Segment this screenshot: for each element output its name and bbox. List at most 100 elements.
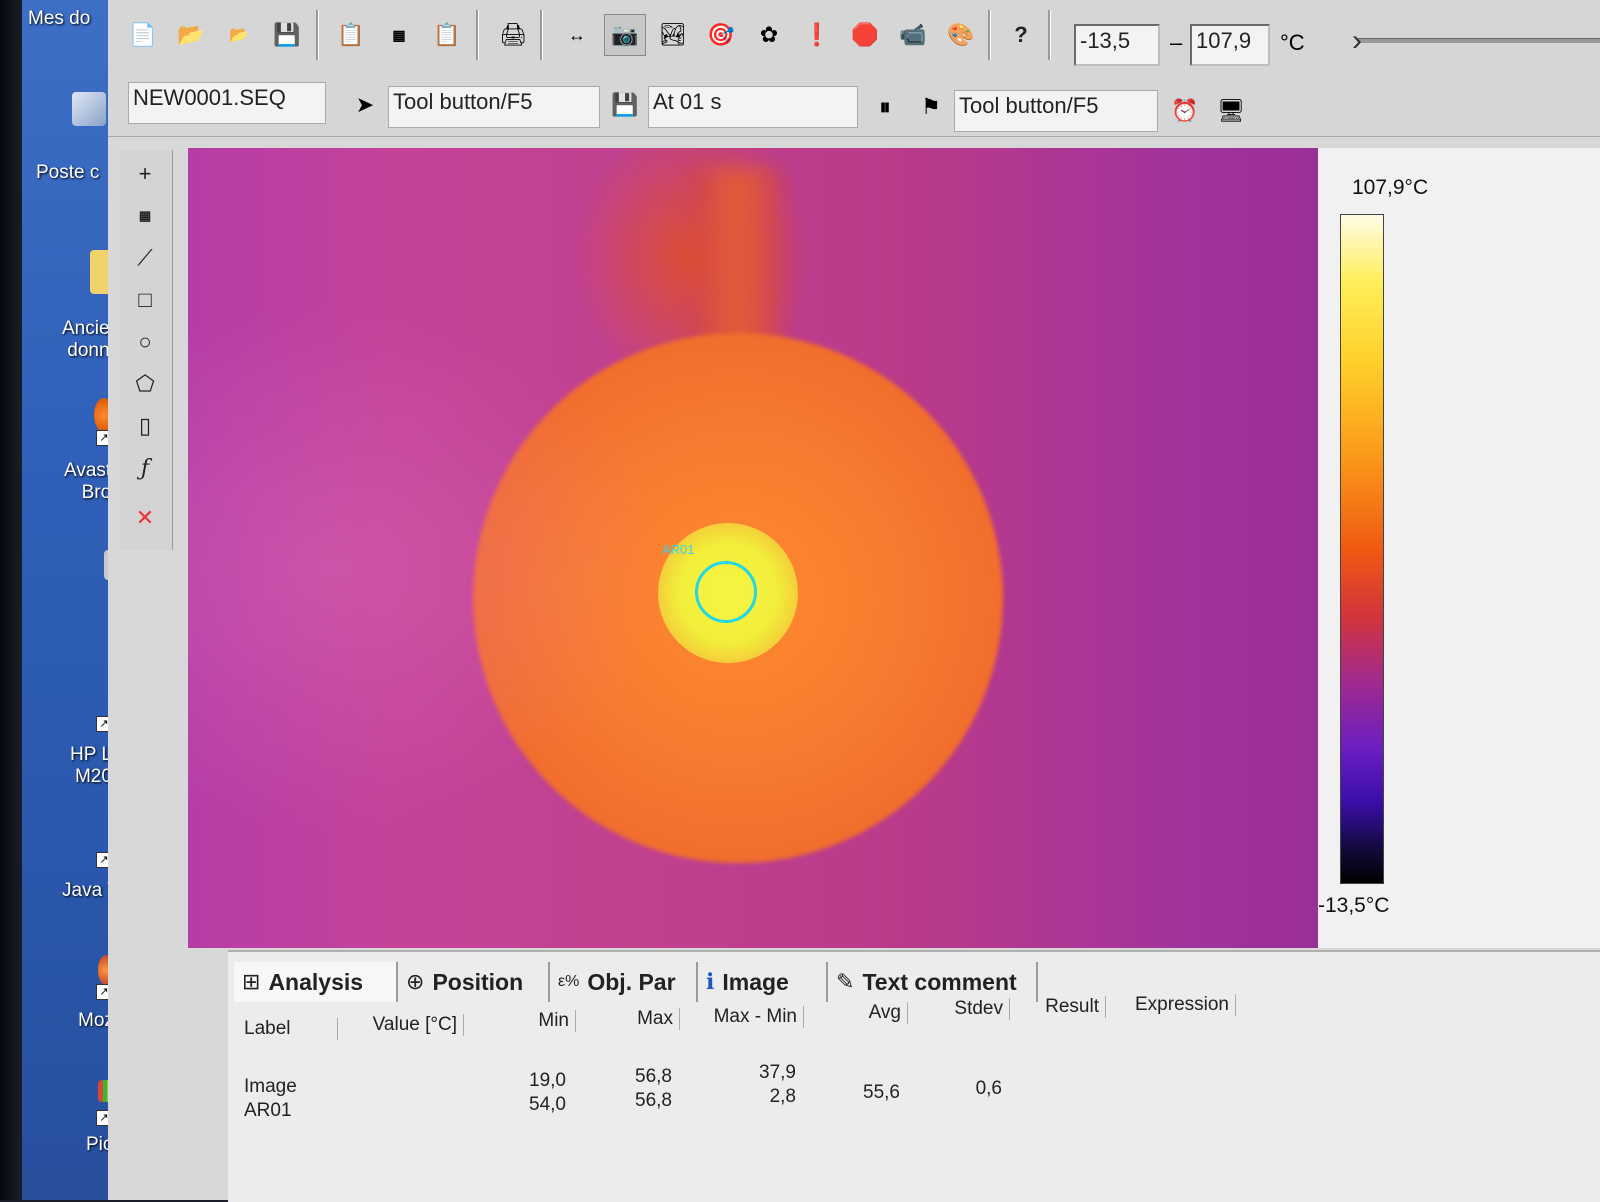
- text-comment-icon: ✎: [836, 969, 855, 994]
- cell-ar01-max: 56,8: [635, 1090, 672, 1111]
- marker-icon[interactable]: ❗: [803, 22, 831, 47]
- range-slider-track[interactable]: [1358, 38, 1600, 43]
- toolbar-separator: [476, 10, 479, 60]
- roi-circle[interactable]: [695, 561, 757, 623]
- checkered-flag-icon[interactable]: ⚑: [921, 94, 941, 119]
- scale-min-label: -13,5°C: [1318, 894, 1390, 917]
- cell-ar01-avg: 55,6: [863, 1082, 900, 1103]
- tab-text-comment[interactable]: ✎ Text comment: [828, 962, 1038, 1002]
- row-label-image[interactable]: Image: [244, 1076, 297, 1097]
- flower-icon[interactable]: ✿: [759, 22, 779, 47]
- info-icon: ℹ: [706, 969, 715, 994]
- tab-label: Analysis: [268, 968, 364, 995]
- tab-label: Obj. Par: [587, 968, 676, 995]
- tab-label: Image: [722, 968, 789, 995]
- rectangle-tool-icon[interactable]: □: [138, 287, 152, 312]
- desktop-label-top: Mes do: [28, 8, 91, 29]
- thermal-image[interactable]: AR01: [188, 148, 1318, 948]
- desktop-icon-label[interactable]: Avast Bro: [64, 460, 112, 503]
- tab-analysis[interactable]: ⊞ Analysis: [234, 962, 398, 1002]
- delete-tool-icon[interactable]: ✕: [135, 505, 155, 530]
- pointer-tool-icon[interactable]: ➤: [355, 92, 375, 117]
- thermography-app-window: 📄 📂 📂 💾 📋 ▦ 📋 🖨 ↔ 📷 🏞 🎯 ✿ ❗ 🛑 📹 🎨 ? -13,…: [108, 0, 1600, 1202]
- column-header-max[interactable]: Max: [576, 1008, 680, 1030]
- main-toolbar: 📄 📂 📂 💾 📋 ▦ 📋 🖨 ↔ 📷 🏞 🎯 ✿ ❗ 🛑 📹 🎨 ? -13,…: [108, 0, 1600, 69]
- column-header-stdev[interactable]: Stdev: [908, 998, 1010, 1020]
- computer-icon[interactable]: [72, 92, 106, 126]
- line-tool-icon[interactable]: ⟋: [137, 245, 153, 270]
- thermal-hot-stem: [693, 168, 783, 388]
- tab-image[interactable]: ℹ Image: [698, 962, 828, 1002]
- stop-icon[interactable]: 🛑: [851, 22, 879, 47]
- column-header-label[interactable]: Label: [228, 1018, 338, 1040]
- help-icon[interactable]: ?: [1014, 22, 1028, 47]
- toolbar-separator: [540, 10, 543, 60]
- tool-button-field-2[interactable]: Tool button/F5: [954, 90, 1158, 132]
- new-file-icon[interactable]: 📄: [129, 22, 157, 47]
- tab-label: Position: [432, 968, 524, 995]
- save-icon[interactable]: 💾: [273, 22, 301, 47]
- tab-label: Text comment: [862, 968, 1017, 995]
- tab-obj-par[interactable]: ε% Obj. Par: [550, 962, 698, 1002]
- circle-tool-icon[interactable]: ○: [138, 329, 152, 354]
- tab-position[interactable]: ⊕ Position: [398, 962, 550, 1002]
- monitor-icon[interactable]: 🖥: [1217, 98, 1245, 123]
- resize-arrows-icon[interactable]: ↔: [568, 24, 586, 45]
- open-folder-icon[interactable]: 📂: [177, 22, 205, 47]
- pause-icon[interactable]: ⏸: [879, 94, 891, 119]
- sequence-file-field[interactable]: NEW0001.SEQ: [128, 82, 326, 124]
- landscape-icon[interactable]: 🏞: [659, 22, 687, 47]
- polygon-tool-icon[interactable]: ⬠: [135, 371, 155, 396]
- save-frame-icon[interactable]: 💾: [611, 92, 639, 117]
- column-header-min[interactable]: Min: [464, 1010, 576, 1032]
- palette-icon[interactable]: 🎨: [947, 22, 975, 47]
- print-icon[interactable]: 🖨: [499, 22, 527, 47]
- column-header-value[interactable]: Value [°C]: [338, 1014, 464, 1036]
- analysis-icon: ⊞: [242, 969, 261, 994]
- toolbar-separator: [1048, 10, 1051, 60]
- cell-image-max: 56,8: [635, 1066, 672, 1087]
- range-unit: °C: [1280, 30, 1305, 55]
- frame-time-field[interactable]: At 01 s: [648, 86, 858, 128]
- isotherm-tool-icon[interactable]: ▯: [138, 413, 152, 438]
- column-header-max-min[interactable]: Max - Min: [680, 1006, 804, 1028]
- column-header-avg[interactable]: Avg: [804, 1002, 908, 1024]
- range-slider-thumb[interactable]: ›: [1352, 24, 1362, 57]
- open-image-icon[interactable]: 📂: [229, 27, 249, 44]
- calendar-icon[interactable]: ▦: [392, 26, 406, 43]
- range-max-field[interactable]: 107,9: [1190, 24, 1270, 66]
- crosshair-icon[interactable]: +: [138, 161, 152, 186]
- cell-ar01-stdev: 0,6: [975, 1078, 1002, 1099]
- range-dash: –: [1170, 30, 1183, 55]
- desktop-icon-label[interactable]: Ancie donn: [62, 318, 110, 361]
- roi-label: AR01: [662, 542, 695, 557]
- thermal-warm-disk: [473, 333, 1003, 863]
- column-header-result[interactable]: Result: [1010, 996, 1106, 1018]
- desktop-icon-label[interactable]: Poste c: [36, 162, 100, 183]
- camera-icon[interactable]: 📷: [604, 14, 646, 56]
- spot-value-icon[interactable]: ▦: [138, 208, 152, 223]
- alarm-clock-icon[interactable]: ⏰: [1171, 98, 1199, 123]
- target-icon[interactable]: 🎯: [707, 22, 735, 47]
- color-scale-panel: 107,9°C -13,5°C: [1318, 148, 1600, 948]
- range-min-field[interactable]: -13,5: [1074, 24, 1160, 66]
- cell-ar01-min: 54,0: [529, 1094, 566, 1115]
- tool-button-field-1[interactable]: Tool button/F5: [388, 86, 600, 128]
- analysis-panel: ⊞ Analysis ⊕ Position ε% Obj. Par ℹ Image ✎ T…: [228, 950, 1600, 1202]
- camera-settings-icon[interactable]: 📹: [899, 22, 927, 47]
- folder-icon[interactable]: [90, 250, 112, 294]
- scale-max-label: 107,9°C: [1352, 176, 1429, 199]
- measurement-tools: + ▦ ⟋ □ ○ ⬠ ▯ ƒ ✕: [120, 150, 173, 550]
- paste-icon[interactable]: 📋: [433, 22, 461, 47]
- sequence-toolbar: NEW0001.SEQ ➤ Tool button/F5 💾 At 01 s ⏸…: [108, 68, 1600, 137]
- column-header-expression[interactable]: Expression: [1106, 994, 1236, 1016]
- object-parameters-icon: ε%: [558, 973, 580, 990]
- color-scale-bar: [1340, 214, 1384, 884]
- function-tool-icon[interactable]: ƒ: [140, 455, 150, 481]
- row-label-ar01[interactable]: AR01: [244, 1100, 292, 1121]
- position-icon: ⊕: [406, 969, 425, 994]
- thermal-hotspot: [658, 523, 798, 663]
- toolbar-separator: [316, 10, 319, 60]
- monitor-bezel: [0, 0, 22, 1200]
- copy-icon[interactable]: 📋: [337, 22, 365, 47]
